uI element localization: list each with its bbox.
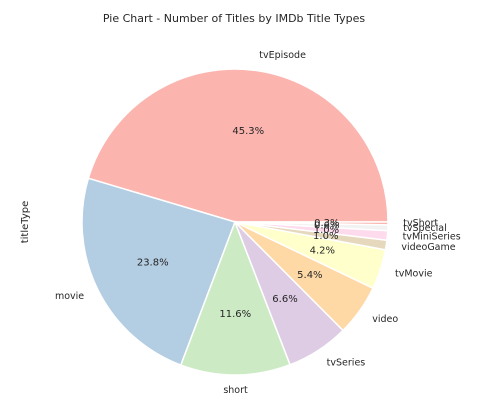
pie-slice-movie xyxy=(81,177,236,367)
slice-pct-videoGame: 1.0% xyxy=(313,231,338,242)
pie-labels: tvEpisode 45.3% movie 23.8% short 11.6% tvSeri… xyxy=(55,50,461,396)
slice-pct-tvSeries: 6.6% xyxy=(272,294,297,305)
slice-label-tvShort: tvShort xyxy=(403,218,438,229)
slice-label-tvSpecial: tvSpecial xyxy=(403,223,447,234)
slice-pct-movie: 23.8% xyxy=(137,258,169,269)
pie-slice-tvShort xyxy=(234,221,389,226)
slice-pct-tvMovie: 4.2% xyxy=(310,245,335,256)
pie-slice-tvEpisode xyxy=(87,68,389,223)
slice-label-tvMiniSeries: tvMiniSeries xyxy=(403,231,461,242)
slice-pct-tvEpisode: 45.3% xyxy=(232,126,264,137)
chart-title: Pie Chart - Number of Titles by IMDb Tit… xyxy=(103,12,365,25)
slice-label-tvMovie: tvMovie xyxy=(395,269,433,280)
pie-slices xyxy=(81,68,389,376)
slice-pct-tvShort: 0.3% xyxy=(314,218,339,229)
slice-label-video: video xyxy=(372,314,398,325)
slice-pct-short: 11.6% xyxy=(219,309,251,320)
slice-label-videoGame: videoGame xyxy=(401,242,455,253)
slice-label-short: short xyxy=(223,385,248,396)
pie-slice-short xyxy=(179,219,292,376)
slice-pct-tvMiniSeries: 1.0% xyxy=(314,225,339,236)
slice-pct-tvSpecial: 0.6% xyxy=(314,220,339,231)
slice-label-movie: movie xyxy=(55,291,84,302)
y-axis-label: titleType xyxy=(20,201,31,244)
slice-pct-video: 5.4% xyxy=(297,270,322,281)
slice-label-tvEpisode: tvEpisode xyxy=(259,50,306,61)
slice-label-tvSeries: tvSeries xyxy=(327,358,366,369)
